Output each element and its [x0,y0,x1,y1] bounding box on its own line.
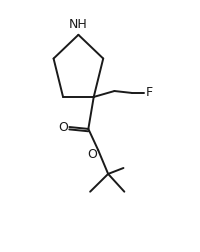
Text: O: O [58,120,68,134]
Text: O: O [88,148,98,161]
Text: NH: NH [69,18,88,30]
Text: F: F [146,86,153,99]
